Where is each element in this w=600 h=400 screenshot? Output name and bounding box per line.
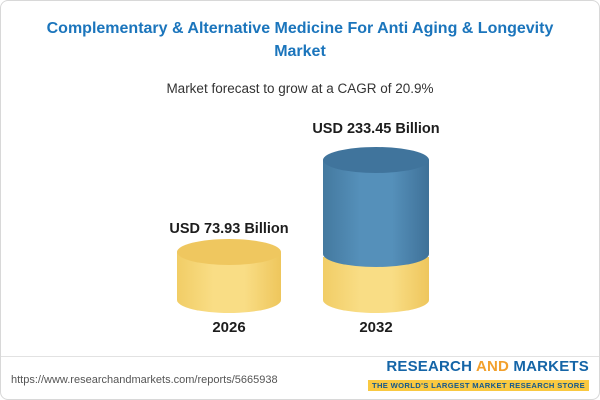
cylinder-top-ellipse	[177, 239, 281, 265]
logo-word-and: AND	[475, 358, 510, 375]
x-axis-label-2026: 2026	[212, 319, 246, 336]
cylinder-top-ellipse	[323, 147, 429, 173]
x-axis-label-2032: 2032	[359, 319, 393, 336]
logo-wordmark: RESEARCH AND MARKETS	[368, 358, 589, 375]
bar-value-label-2026: USD 73.93 Billion	[169, 221, 289, 237]
chart-title: Complementary & Alternative Medicine For…	[46, 20, 554, 61]
bar-2032-cylinder	[323, 147, 429, 313]
cylinder-blue-segment	[323, 160, 429, 267]
logo-word-markets: MARKETS	[513, 358, 589, 375]
chart-subtitle: Market forecast to grow at a CAGR of 20.…	[166, 81, 434, 96]
research-and-markets-logo: RESEARCH AND MARKETS THE WORLD'S LARGEST…	[367, 358, 589, 393]
bar-2026-cylinder	[177, 239, 281, 313]
logo-tagline: THE WORLD'S LARGEST MARKET RESEARCH STOR…	[367, 380, 589, 391]
report-url-text: https://www.researchandmarkets.com/repor…	[11, 374, 278, 386]
bar-value-label-2032: USD 233.45 Billion	[312, 121, 440, 137]
footer-divider	[1, 356, 599, 357]
logo-word-research: RESEARCH	[386, 358, 473, 375]
